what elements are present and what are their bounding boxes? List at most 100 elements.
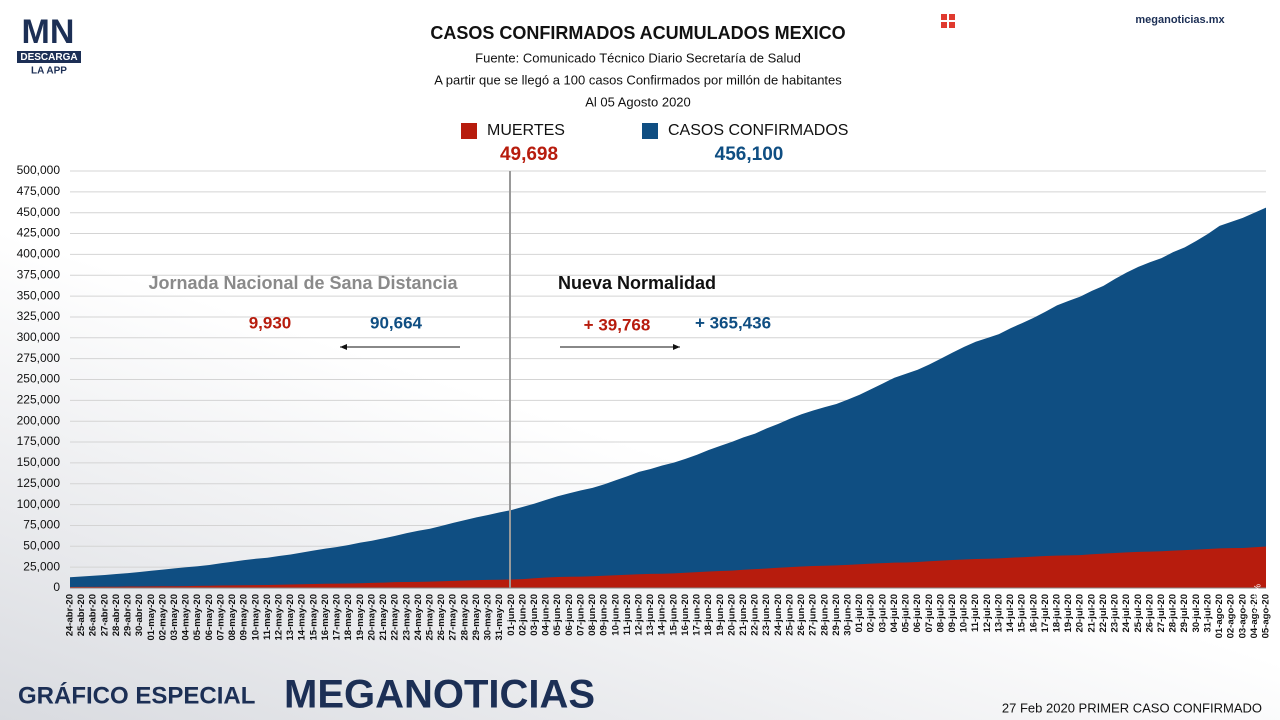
x-tick-label: 22-may-20 (390, 594, 401, 640)
x-tick-label: 11-jun-20 (622, 594, 633, 635)
x-tick-label: 13-jul-20 (993, 594, 1004, 633)
x-tick-label: 01-ago-20 (1214, 594, 1225, 638)
x-tick-label: 27-jul-20 (1156, 594, 1167, 633)
x-tick-label: 22-jun-20 (750, 594, 761, 636)
x-tick-label: 04-may-20 (181, 594, 192, 640)
logo-band (17, 51, 81, 63)
x-tick-label: 17-may-20 (332, 594, 343, 640)
annotation: 10.90% (1252, 584, 1262, 615)
x-tick-label: 05-ago-20 (1261, 594, 1272, 638)
x-tick-label: 25-may-20 (424, 594, 435, 640)
x-tick-label: 06-jun-20 (564, 594, 575, 636)
x-tick-label: 25-jun-20 (784, 594, 795, 636)
x-tick-label: 11-jul-20 (970, 594, 981, 632)
x-tick-label: 03-may-20 (169, 594, 180, 640)
x-tick-label: 10-may-20 (250, 594, 261, 640)
x-tick-label: 04-ago-20 (1249, 594, 1260, 638)
x-tick-label: 15-jun-20 (668, 594, 679, 636)
x-tick-label: 31-jul-20 (1202, 594, 1213, 633)
x-tick-label: 26-abr-20 (88, 594, 99, 636)
x-tick-label: 07-may-20 (215, 594, 226, 640)
x-tick-label: 20-jun-20 (726, 594, 737, 636)
x-tick-label: 08-may-20 (227, 594, 238, 640)
icon (949, 22, 955, 28)
footer-label: GRÁFICO ESPECIAL (18, 681, 255, 709)
x-tick-label: 19-may-20 (355, 594, 366, 640)
x-tick-label: 18-may-20 (343, 594, 354, 640)
y-tick-label: 250,000 (17, 372, 61, 386)
x-tick-label: 08-jun-20 (587, 594, 598, 636)
annotation: + 39,768 (584, 315, 651, 334)
annotation: Nueva Normalidad (558, 273, 716, 293)
annotation: + 365,436 (695, 313, 771, 332)
x-tick-label: 21-may-20 (378, 594, 389, 640)
x-tick-label: 19-jul-20 (1063, 594, 1074, 633)
x-tick-label: 27-may-20 (448, 594, 459, 640)
x-tick-label: 16-jun-20 (680, 594, 691, 636)
x-tick-label: 03-jul-20 (877, 594, 888, 633)
x-tick-label: 26-jul-20 (1144, 594, 1155, 633)
x-tick-label: 14-jun-20 (657, 594, 668, 636)
x-tick-label: 05-may-20 (192, 594, 203, 640)
x-tick-label: 03-jun-20 (529, 594, 540, 636)
y-tick-label: 500,000 (17, 163, 61, 177)
x-tick-label: 30-jun-20 (842, 594, 853, 636)
x-tick-label: 09-jun-20 (599, 594, 610, 636)
x-tick-label: 21-jul-20 (1086, 594, 1097, 633)
x-tick-label: 28-abr-20 (111, 594, 122, 636)
y-tick-label: 300,000 (17, 330, 61, 344)
x-tick-label: 02-jul-20 (866, 594, 877, 633)
arrow-head (340, 344, 347, 350)
y-tick-label: 150,000 (17, 455, 61, 469)
x-tick-label: 03-ago-20 (1237, 594, 1248, 638)
x-tick-label: 01-may-20 (146, 594, 157, 640)
logo-sub: LA APP (31, 66, 67, 77)
legend-label: MUERTES (487, 122, 565, 139)
site: meganoticias.mx (1135, 14, 1225, 26)
x-tick-label: 19-jun-20 (715, 594, 726, 636)
x-tick-label: 23-jun-20 (761, 594, 772, 636)
y-tick-label: 475,000 (17, 184, 61, 198)
x-tick-label: 04-jun-20 (541, 594, 552, 636)
x-tick-label: 18-jun-20 (703, 594, 714, 636)
x-tick-label: 27-jun-20 (808, 594, 819, 636)
x-tick-label: 27-abr-20 (99, 594, 110, 636)
y-tick-label: 350,000 (17, 288, 61, 302)
y-tick-label: 450,000 (17, 205, 61, 219)
x-tick-label: 15-jul-20 (1017, 594, 1028, 633)
x-tick-label: 06-jul-20 (912, 594, 923, 633)
annotation: Jornada Nacional de Sana Distancia (148, 273, 458, 293)
x-tick-label: 10-jun-20 (610, 594, 621, 636)
arrow-head (673, 344, 680, 350)
x-tick-label: 01-jun-20 (506, 594, 517, 636)
x-tick-label: 28-jun-20 (819, 594, 830, 636)
y-tick-label: 425,000 (17, 226, 61, 240)
x-tick-label: 02-may-20 (157, 594, 168, 640)
y-tick-label: 50,000 (23, 538, 60, 552)
x-tick-label: 02-jun-20 (517, 594, 528, 636)
y-tick-label: 325,000 (17, 309, 61, 323)
logo: MN (22, 13, 75, 51)
x-tick-label: 30-jul-20 (1191, 594, 1202, 633)
x-tick-label: 05-jul-20 (901, 594, 912, 633)
x-tick-label: 23-jul-20 (1110, 594, 1121, 633)
legend-swatch (642, 123, 658, 139)
legend-swatch (461, 123, 477, 139)
y-tick-label: 125,000 (17, 476, 61, 490)
chart-title: CASOS CONFIRMADOS ACUMULADOS MEXICO (430, 23, 845, 43)
x-tick-label: 12-jul-20 (982, 594, 993, 633)
x-tick-label: 16-jul-20 (1028, 594, 1039, 633)
x-tick-label: 30-may-20 (483, 594, 494, 640)
icon (941, 14, 947, 20)
x-tick-label: 09-may-20 (239, 594, 250, 640)
x-tick-label: 25-abr-20 (76, 594, 87, 636)
x-tick-label: 14-may-20 (297, 594, 308, 640)
y-tick-label: 225,000 (17, 393, 61, 407)
x-tick-label: 17-jul-20 (1040, 594, 1051, 633)
plot: 0 25,000 50,000 75,000 100,000 125,000 150,000… (17, 163, 1272, 640)
x-tick-label: 12-may-20 (274, 594, 285, 640)
x-tick-label: 01-jul-20 (854, 594, 865, 633)
x-tick-label: 14-jul-20 (1005, 594, 1016, 633)
area (70, 207, 1266, 588)
